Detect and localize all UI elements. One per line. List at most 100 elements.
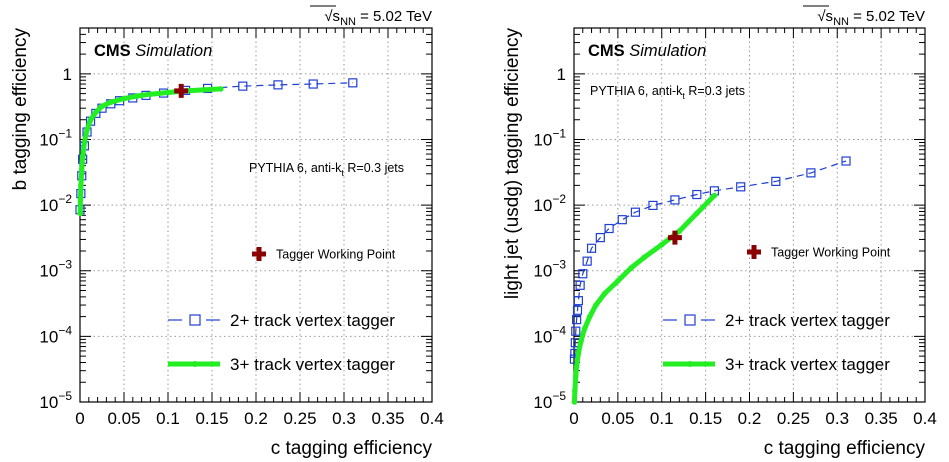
- data-point-3plus: [586, 313, 593, 320]
- y-tick-label: 10−1: [533, 126, 566, 149]
- data-point-2plus: [648, 200, 658, 211]
- data-point-3plus: [572, 387, 578, 394]
- data-point-3plus: [165, 89, 171, 96]
- data-point-3plus: [200, 87, 206, 93]
- x-tick-label: 0.1: [156, 409, 180, 428]
- legend-marker-3plus: [687, 361, 693, 367]
- x-tick-label: 0.35: [865, 409, 898, 428]
- data-point-3plus: [147, 91, 154, 98]
- x-tick-label: 0.25: [283, 409, 316, 428]
- x-tick-label: 0.2: [244, 409, 268, 428]
- data-point-3plus: [108, 99, 114, 106]
- x-axis-label: c tagging efficiency: [764, 438, 926, 459]
- x-tick-label: 0.35: [371, 409, 404, 428]
- data-point-2plus: [841, 156, 851, 166]
- x-axis-label: c tagging efficiency: [271, 438, 433, 459]
- y-tick-label: 1: [63, 65, 72, 84]
- data-point-2plus: [806, 168, 816, 178]
- x-tick-label: 0.4: [420, 409, 444, 428]
- legend-marker-3plus: [192, 361, 198, 367]
- legend-marker-2plus: [189, 314, 201, 326]
- data-point-2plus: [308, 79, 318, 89]
- x-tick-label: 0.15: [195, 409, 228, 428]
- data-point-2plus: [736, 182, 746, 192]
- data-point-3plus: [77, 210, 83, 217]
- energy-label: √sNN = 5.02 TeV: [817, 8, 925, 28]
- cms-simulation-label: CMS Simulation: [94, 42, 212, 60]
- legend-label: 2+ track vertex tagger: [230, 311, 395, 330]
- generator-label: PYTHIA 6, anti-kt R=0.3 jets: [249, 161, 404, 178]
- data-point-3plus: [571, 399, 578, 405]
- data-point-2plus: [582, 256, 592, 266]
- data-point-2plus: [573, 296, 583, 306]
- chart-panel-1: 0 0.05 0.1 0.15 0.2 0.25 0.3 0.35 0.4 10−5 10−4 10−…: [10, 5, 444, 459]
- data-point-2plus: [617, 215, 627, 225]
- data-point-2plus: [571, 326, 581, 336]
- data-point-3plus: [593, 302, 599, 308]
- data-point-3plus: [93, 109, 99, 116]
- data-point-2plus: [586, 243, 597, 253]
- data-point-3plus: [78, 182, 84, 189]
- data-point-3plus: [575, 350, 582, 357]
- legend-marker-2plus: [684, 314, 696, 326]
- data-point-2plus: [572, 305, 583, 315]
- data-point-2plus: [604, 223, 614, 234]
- data-point-2plus: [595, 232, 605, 243]
- plot-area: [80, 28, 432, 402]
- data-point-3plus: [711, 192, 718, 199]
- y-tick-label: 10−2: [39, 192, 72, 215]
- x-tick-label: 0: [75, 409, 84, 428]
- data-point-2plus: [692, 189, 702, 200]
- data-point-3plus: [84, 127, 90, 133]
- data-point-2plus: [273, 80, 283, 90]
- x-tick-label: 0.05: [601, 409, 634, 428]
- data-point-2plus: [771, 176, 781, 186]
- legend-label: 2+ track vertex tagger: [725, 311, 890, 330]
- y-axis-label: light jet (usdg) tagging efficiency: [502, 28, 523, 300]
- x-tick-label: 0.2: [738, 409, 762, 428]
- data-point-3plus: [581, 326, 588, 332]
- data-point-2plus: [630, 207, 641, 217]
- x-tick-label: 0.1: [650, 409, 674, 428]
- legend-label: 3+ track vertex tagger: [725, 355, 890, 374]
- y-tick-label: 10−4: [533, 323, 566, 346]
- legend-working-point-label: Tagger Working Point: [276, 248, 396, 262]
- y-tick-label: 10−1: [39, 126, 72, 149]
- data-point-2plus: [670, 195, 680, 205]
- data-point-3plus: [79, 153, 86, 160]
- y-axis-label: b tagging efficiency: [10, 28, 31, 191]
- legend-label: 3+ track vertex tagger: [230, 355, 395, 374]
- y-tick-label: 1: [557, 65, 566, 84]
- x-tick-label: 0.25: [777, 409, 810, 428]
- generator-label: PYTHIA 6, anti-kt R=0.3 jets: [590, 84, 745, 101]
- x-tick-label: 0.15: [689, 409, 722, 428]
- x-tick-label: 0: [569, 409, 578, 428]
- working-point-marker: [174, 83, 189, 98]
- x-tick-label: 0.4: [913, 409, 937, 428]
- y-tick-label: 10−3: [533, 258, 566, 281]
- data-point-3plus: [121, 95, 127, 102]
- data-point-3plus: [578, 338, 584, 344]
- data-point-3plus: [628, 265, 634, 271]
- data-point-3plus: [218, 86, 224, 92]
- data-point-3plus: [81, 139, 88, 146]
- series-line-2plus: [573, 160, 847, 360]
- y-tick-label: 10−5: [533, 389, 566, 412]
- data-point-2plus: [238, 81, 248, 91]
- legend-working-point-label: Tagger Working Point: [771, 246, 891, 260]
- y-tick-label: 10−3: [39, 258, 72, 281]
- chart-panel-2: 0 0.05 0.1 0.15 0.2 0.25 0.3 0.35 0.4 10−5 10−4 10−…: [502, 5, 937, 459]
- data-point-3plus: [658, 241, 665, 248]
- y-tick-label: 10−2: [533, 192, 566, 215]
- data-point-3plus: [601, 290, 608, 297]
- data-point-3plus: [615, 278, 621, 284]
- data-point-2plus: [348, 78, 358, 88]
- y-tick-label: 10−4: [39, 323, 72, 346]
- data-point-2plus: [578, 269, 588, 279]
- data-point-2plus: [575, 280, 585, 290]
- data-point-3plus: [572, 373, 579, 379]
- energy-label: √sNN = 5.02 TeV: [324, 8, 432, 28]
- x-tick-label: 0.3: [825, 409, 849, 428]
- working-point-marker: [667, 230, 682, 245]
